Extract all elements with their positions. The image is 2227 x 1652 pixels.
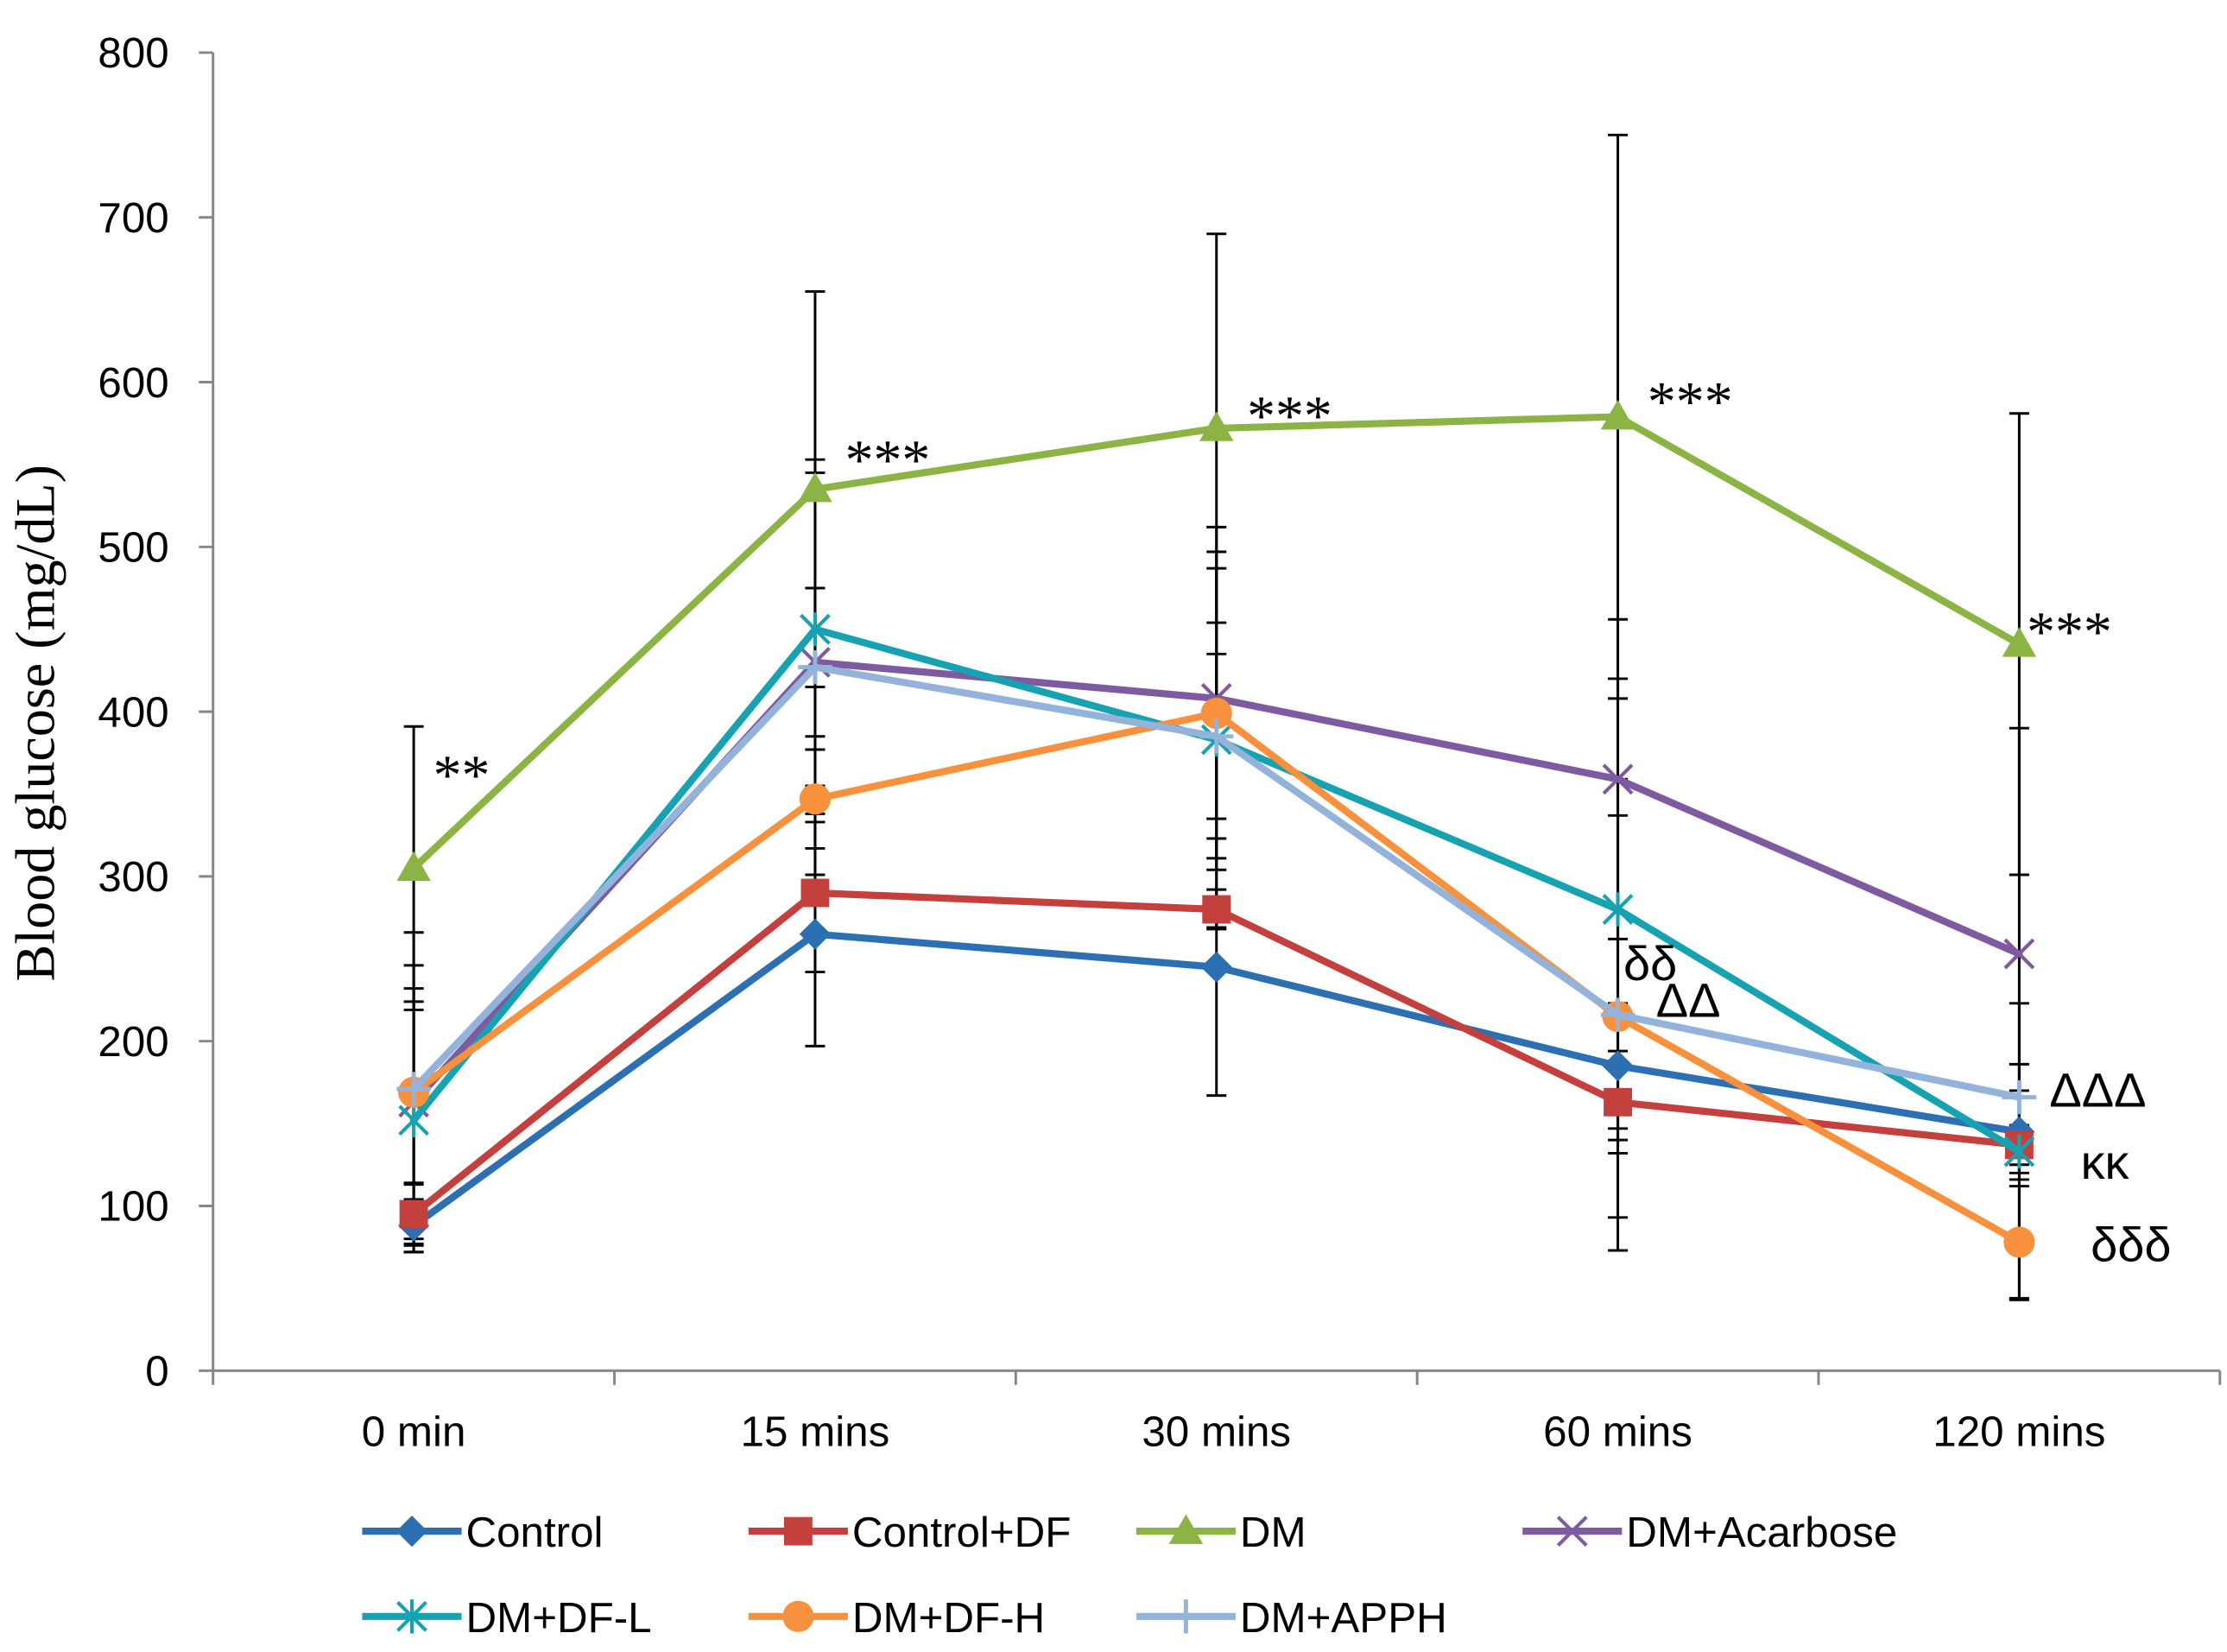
annotation-dm-15mins: *** [845, 428, 931, 491]
data-point-dm-df-l-15-mins [800, 611, 831, 647]
annotation-dm-60mins: *** [1648, 370, 1733, 434]
series-dm-apph [396, 649, 2037, 1115]
legend: Control Control+DF DM DM+Acarbose DM+DF-L DM+… [362, 1509, 1897, 1642]
y-tick-label-200: 200 [98, 1018, 168, 1066]
legend-label-dm: DM [1240, 1509, 1306, 1556]
legend-marker-dm-df-h [782, 1600, 814, 1632]
series-group [396, 399, 2037, 1258]
series-control-df [399, 878, 2034, 1229]
legend-label-control-df: Control+DF [852, 1509, 1072, 1556]
data-point-dm-apph-120-mins [2002, 1079, 2037, 1115]
legend-marker-control [395, 1516, 428, 1548]
data-point-dm-df-l-120-mins [2003, 1134, 2035, 1169]
legend-item-control: Control [362, 1509, 604, 1556]
legend-item-dm-apph: DM+APPH [1136, 1594, 1447, 1642]
legend-marker-control-df [783, 1516, 813, 1546]
data-point-control-df-15-mins [800, 878, 830, 908]
y-tick-label-100: 100 [98, 1183, 168, 1231]
annotation-120mins-kappa: κκ [2081, 1135, 2130, 1189]
legend-item-dm: DM [1136, 1509, 1306, 1556]
y-tick-label-800: 800 [98, 29, 168, 77]
legend-label-dm-acarbose: DM+Acarbose [1626, 1509, 1897, 1556]
data-point-dm-30-mins [1199, 411, 1234, 441]
data-point-dm-df-h-120-mins [2003, 1226, 2035, 1258]
data-point-control-15-mins [799, 918, 832, 950]
data-point-dm-apph-15-mins [798, 649, 832, 685]
y-tick-label-700: 700 [98, 194, 168, 242]
data-point-dm-apph-0-min [396, 1072, 431, 1106]
data-point-control-df-60-mins [1604, 1087, 1633, 1117]
data-point-dm-acarbose-120-mins [2003, 938, 2035, 970]
x-tick-label-120-mins: 120 mins [1933, 1408, 2105, 1455]
x-tick-label-0-min: 0 min [362, 1408, 466, 1455]
data-point-control-df-30-mins [1202, 895, 1231, 924]
annotation-120mins-capital-delta: ΔΔΔ [2049, 1062, 2146, 1117]
data-point-dm-apph-60-mins [1600, 997, 1635, 1032]
legend-label-dm-apph: DM+APPH [1240, 1594, 1447, 1642]
data-point-dm-apph-30-mins [1199, 718, 1234, 754]
legend-label-dm-df-h: DM+DF-H [852, 1594, 1045, 1642]
annotation-60mins-capital-delta: ΔΔ [1656, 973, 1721, 1028]
annotation-dm-30mins: *** [1247, 384, 1332, 447]
data-point-dm-120-mins [2002, 627, 2037, 657]
data-point-control-30-mins [1200, 951, 1232, 983]
x-tick-label-15-mins: 15 mins [741, 1408, 890, 1455]
axes: 0 100 200 300 400 500 600 700 800 0 min 15 mins 30 … [98, 29, 2222, 1455]
data-point-dm-15-mins [798, 472, 832, 503]
y-tick-label-0: 0 [145, 1348, 168, 1396]
y-axis-title: Blood glucose (mg/dL) [5, 465, 66, 981]
y-tick-label-500: 500 [98, 524, 168, 572]
y-tick-label-400: 400 [98, 688, 168, 736]
data-point-dm-60-mins [1600, 399, 1635, 430]
annotations: ** *** *** *** *** δδ ΔΔ ΔΔΔ κκ δδδ [433, 370, 2172, 1272]
annotation-dm-0min: ** [433, 744, 490, 807]
annotation-60mins-small-delta: δδ [1623, 936, 1677, 991]
data-point-dm-df-h-30-mins [1200, 697, 1232, 730]
data-point-dm-acarbose-60-mins [1602, 763, 1634, 795]
legend-item-dm-df-h: DM+DF-H [748, 1594, 1045, 1642]
series-dm [396, 399, 2037, 882]
legend-marker-dm [1168, 1514, 1204, 1544]
legend-label-control: Control [465, 1509, 603, 1556]
annotation-dm-120mins: *** [2027, 600, 2112, 663]
annotation-120mins-small-delta: δδδ [2091, 1218, 2171, 1272]
legend-item-dm-acarbose: DM+Acarbose [1522, 1509, 1897, 1556]
data-point-dm-df-l-0-min [398, 1103, 430, 1138]
legend-item-dm-df-l: DM+DF-L [362, 1594, 652, 1642]
legend-label-dm-df-l: DM+DF-L [465, 1594, 651, 1642]
legend-marker-dm-df-l [396, 1599, 427, 1634]
legend-item-control-df: Control+DF [748, 1509, 1072, 1556]
y-tick-label-600: 600 [98, 359, 168, 407]
data-point-dm-0-min [396, 851, 431, 882]
data-point-control-df-0-min [399, 1199, 428, 1229]
x-tick-label-60-mins: 60 mins [1543, 1408, 1692, 1455]
y-tick-label-300: 300 [98, 853, 168, 901]
legend-marker-dm-acarbose [1556, 1516, 1588, 1548]
x-tick-label-30-mins: 30 mins [1142, 1408, 1291, 1455]
data-point-control-60-mins [1602, 1050, 1634, 1082]
data-point-dm-df-h-15-mins [799, 783, 832, 815]
data-point-dm-df-l-60-mins [1602, 892, 1634, 927]
legend-marker-dm-apph [1168, 1599, 1204, 1634]
